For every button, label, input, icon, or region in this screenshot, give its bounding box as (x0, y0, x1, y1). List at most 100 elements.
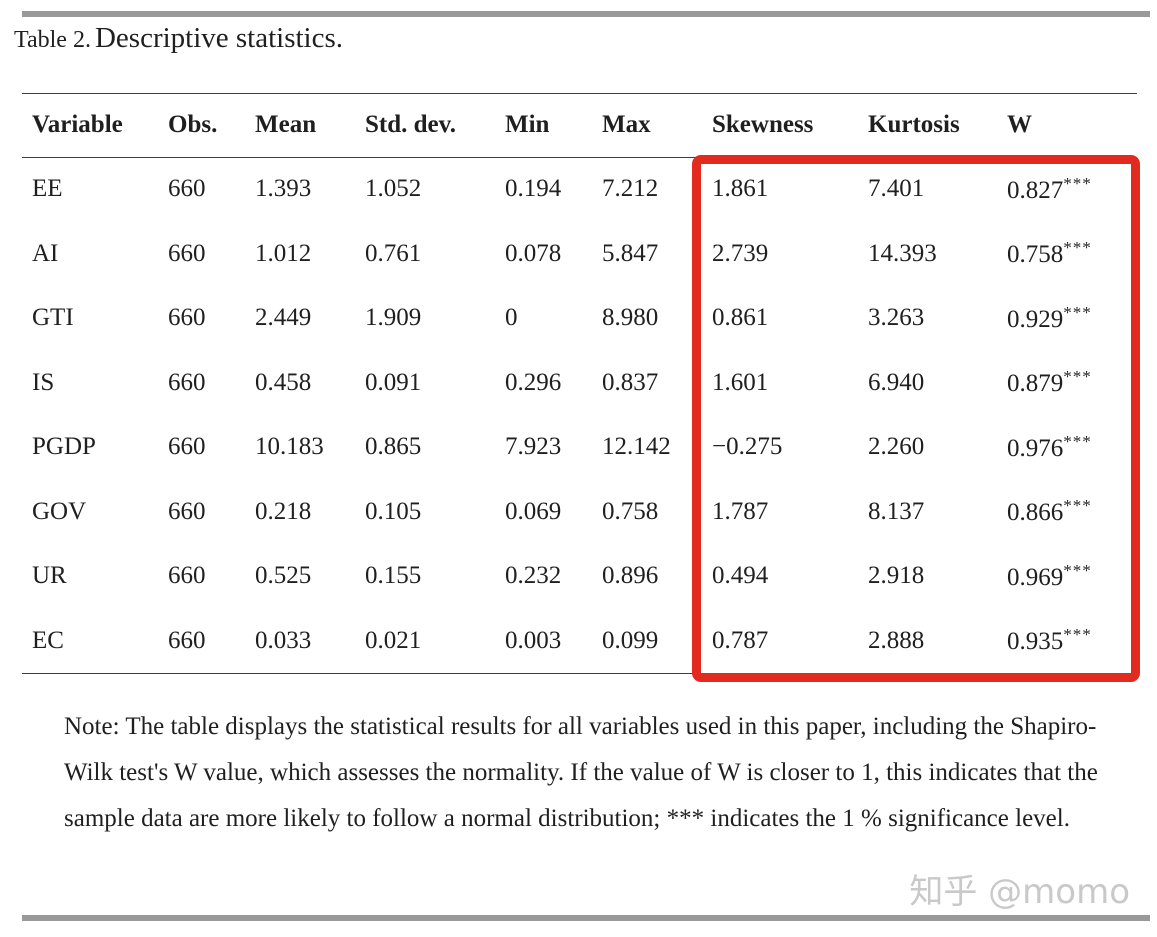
table-row: AI 660 1.012 0.761 0.078 5.847 2.739 14.… (22, 222, 1137, 287)
cell-kurtosis: 7.401 (868, 175, 925, 203)
cell-w: 0.935*** (1007, 625, 1137, 656)
cell-variable: UR (32, 562, 67, 590)
cell-kurtosis: 2.918 (868, 562, 925, 590)
significance-stars: *** (1063, 625, 1092, 645)
cell-max: 0.758 (602, 497, 659, 525)
w-value: 0.969 (1007, 563, 1064, 591)
cell-w: 0.929*** (1007, 303, 1137, 334)
column-header-variable: Variable (32, 111, 123, 138)
cell-max: 12.142 (602, 433, 671, 461)
cell-kurtosis: 2.888 (868, 626, 925, 654)
table-row: GOV 660 0.218 0.105 0.069 0.758 1.787 8.… (22, 480, 1137, 545)
cell-min: 0.069 (505, 497, 562, 525)
cell-obs: 660 (168, 626, 206, 654)
cell-kurtosis: 2.260 (868, 433, 925, 461)
column-header-obs: Obs. (168, 111, 218, 138)
cell-std-dev: 0.761 (365, 239, 422, 267)
column-header-skewness: Skewness (712, 111, 814, 138)
cell-std-dev: 1.909 (365, 304, 422, 332)
cell-obs: 660 (168, 304, 206, 332)
cell-variable: IS (32, 368, 55, 396)
cell-variable: PGDP (32, 433, 96, 461)
cell-mean: 1.012 (255, 239, 312, 267)
cell-kurtosis: 8.137 (868, 497, 925, 525)
w-value: 0.976 (1007, 434, 1064, 462)
table-header-row: Variable Obs. Mean Std. dev. Min Max Ske… (22, 93, 1137, 157)
table-header-rule (22, 157, 1137, 158)
table-caption-text: Descriptive statistics. (94, 22, 344, 54)
cell-w: 0.976*** (1007, 432, 1137, 463)
column-header-max: Max (602, 111, 651, 138)
cell-skewness: 2.739 (712, 239, 769, 267)
cell-skewness: 1.601 (712, 368, 769, 396)
table-top-rule (22, 93, 1137, 94)
watermark: 知乎 @momo (909, 872, 1130, 912)
table-body: EE 660 1.393 1.052 0.194 7.212 1.861 7.4… (22, 157, 1137, 673)
cell-kurtosis: 14.393 (868, 239, 937, 267)
w-value: 0.866 (1007, 499, 1064, 527)
cell-min: 0.003 (505, 626, 562, 654)
cell-variable: EE (32, 175, 63, 203)
cell-skewness: 1.861 (712, 175, 769, 203)
cell-mean: 0.033 (255, 626, 312, 654)
cell-std-dev: 0.091 (365, 368, 422, 396)
cell-kurtosis: 6.940 (868, 368, 925, 396)
cell-w: 0.827*** (1007, 174, 1137, 205)
cell-w: 0.879*** (1007, 367, 1137, 398)
w-value: 0.935 (1007, 628, 1064, 656)
cell-obs: 660 (168, 239, 206, 267)
cell-std-dev: 0.021 (365, 626, 422, 654)
cell-max: 0.837 (602, 368, 659, 396)
w-value: 0.827 (1007, 176, 1064, 204)
cell-skewness: 1.787 (712, 497, 769, 525)
significance-stars: *** (1063, 302, 1092, 322)
significance-stars: *** (1063, 173, 1092, 193)
cell-mean: 0.218 (255, 497, 312, 525)
cell-mean: 0.458 (255, 368, 312, 396)
column-header-min: Min (505, 111, 550, 138)
table-row: UR 660 0.525 0.155 0.232 0.896 0.494 2.9… (22, 544, 1137, 609)
cell-min: 0.078 (505, 239, 562, 267)
column-header-kurtosis: Kurtosis (868, 111, 960, 138)
table-row: IS 660 0.458 0.091 0.296 0.837 1.601 6.9… (22, 351, 1137, 416)
cell-obs: 660 (168, 497, 206, 525)
w-value: 0.929 (1007, 305, 1064, 333)
cell-skewness: −0.275 (712, 433, 783, 461)
cell-mean: 0.525 (255, 562, 312, 590)
cell-max: 5.847 (602, 239, 659, 267)
table-caption-label: Table 2. (14, 27, 91, 53)
cell-variable: EC (32, 626, 64, 654)
table-row: EC 660 0.033 0.021 0.003 0.099 0.787 2.8… (22, 609, 1137, 674)
cell-mean: 2.449 (255, 304, 312, 332)
significance-stars: *** (1063, 238, 1092, 258)
cell-skewness: 0.787 (712, 626, 769, 654)
cell-obs: 660 (168, 175, 206, 203)
cell-mean: 10.183 (255, 433, 324, 461)
cell-std-dev: 0.155 (365, 562, 422, 590)
cell-min: 0.194 (505, 175, 562, 203)
cell-min: 0.296 (505, 368, 562, 396)
table-caption: Table 2. Descriptive statistics. (14, 22, 343, 55)
cell-w: 0.969*** (1007, 561, 1137, 592)
bottom-divider-bar (22, 915, 1150, 921)
cell-max: 7.212 (602, 175, 659, 203)
cell-std-dev: 1.052 (365, 175, 422, 203)
cell-obs: 660 (168, 433, 206, 461)
cell-variable: GOV (32, 497, 87, 525)
cell-max: 8.980 (602, 304, 659, 332)
cell-mean: 1.393 (255, 175, 312, 203)
cell-min: 0 (505, 304, 518, 332)
cell-kurtosis: 3.263 (868, 304, 925, 332)
cell-min: 0.232 (505, 562, 562, 590)
w-value: 0.879 (1007, 370, 1064, 398)
cell-min: 7.923 (505, 433, 562, 461)
table-bottom-rule (22, 673, 1137, 674)
table-row: PGDP 660 10.183 0.865 7.923 12.142 −0.27… (22, 415, 1137, 480)
cell-max: 0.896 (602, 562, 659, 590)
cell-variable: GTI (32, 304, 74, 332)
table-row: GTI 660 2.449 1.909 0 8.980 0.861 3.263 … (22, 286, 1137, 351)
cell-skewness: 0.861 (712, 304, 769, 332)
significance-stars: *** (1063, 496, 1092, 516)
cell-obs: 660 (168, 368, 206, 396)
